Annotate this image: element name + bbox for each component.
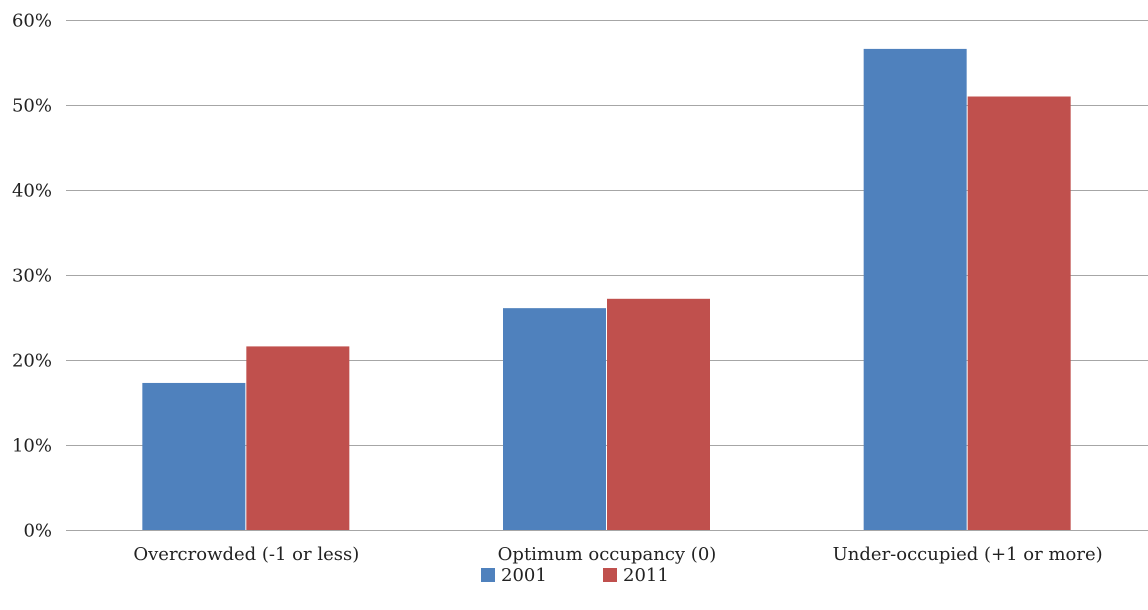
y-tick-label: 60% [12,11,52,32]
x-category-label: Under-occupied (+1 or more) [833,544,1103,565]
bar-2011-2 [967,96,1071,530]
legend-swatch-2001 [481,568,495,582]
bar-2001-2 [863,48,967,531]
y-tick-label: 50% [12,96,52,117]
bar-2001-1 [503,308,606,530]
y-tick-label: 0% [23,521,52,542]
legend-swatch-2011 [603,568,617,582]
y-tick-label: 10% [12,436,52,457]
bar-2011-0 [246,346,350,530]
x-category-label: Overcrowded (-1 or less) [133,544,359,565]
legend-label-2001: 2001 [501,565,547,586]
x-axis-labels: Overcrowded (-1 or less) Optimum occupanc… [133,544,1102,565]
bar-2001-0 [142,382,246,530]
y-tick-label: 30% [12,266,52,287]
y-tick-label: 40% [12,181,52,202]
legend-label-2011: 2011 [623,565,669,586]
x-category-label: Optimum occupancy (0) [498,544,717,565]
bars [142,48,1071,531]
y-tick-label: 20% [12,351,52,372]
y-axis-ticks: 0% 10% 20% 30% 40% 50% 60% [12,11,52,542]
legend: 2001 2011 [481,565,669,586]
bar-2011-1 [607,298,710,530]
